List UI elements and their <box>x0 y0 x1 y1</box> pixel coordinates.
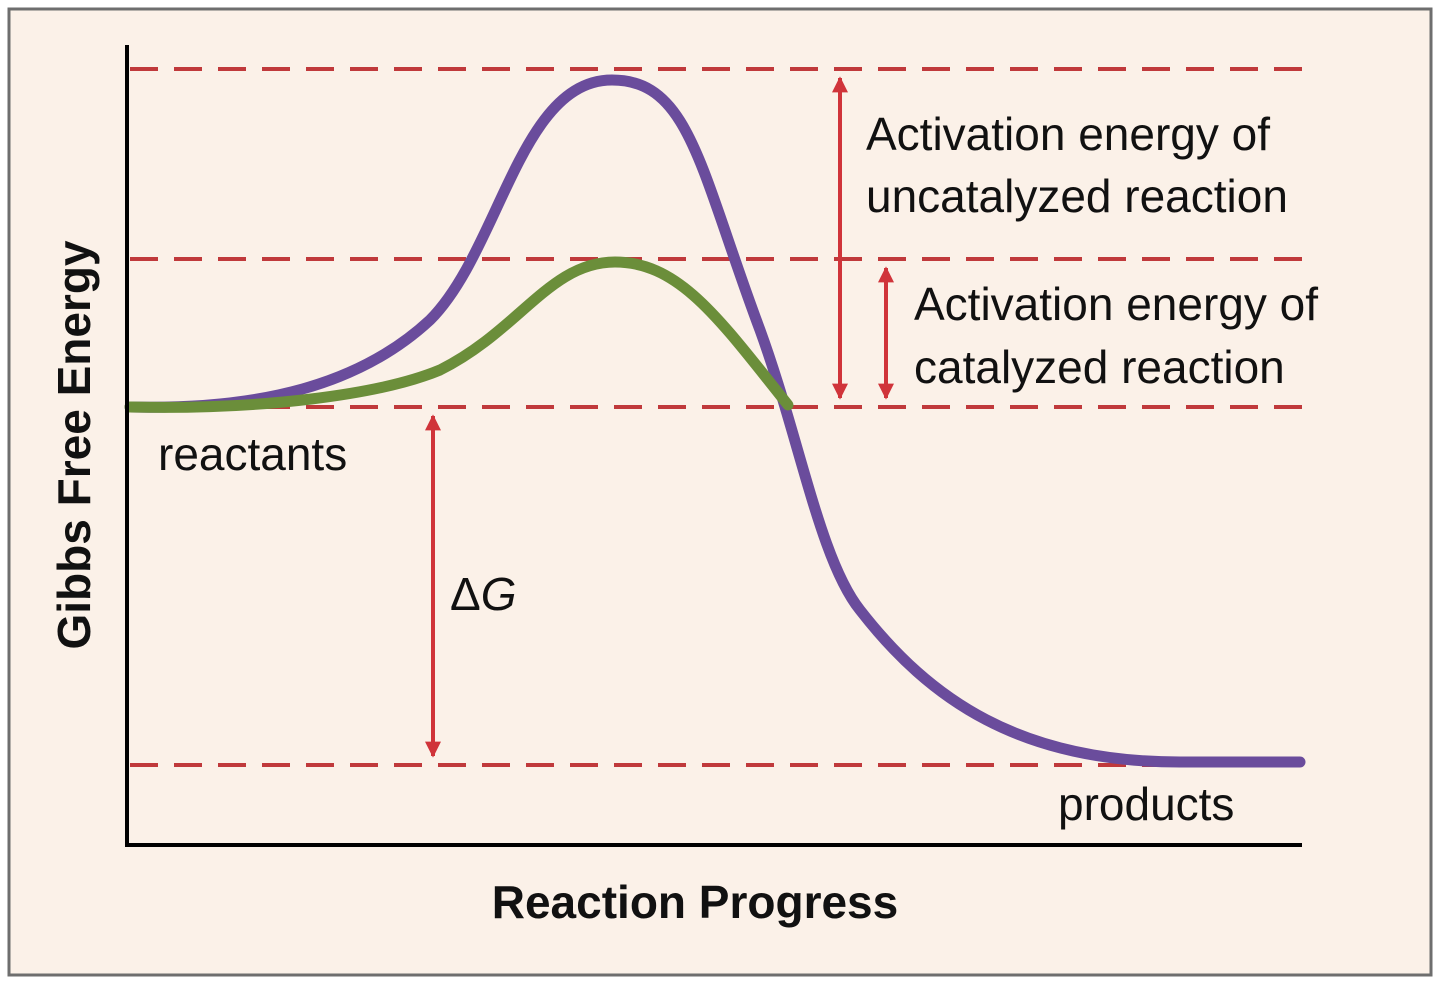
diagram-frame <box>7 7 1433 977</box>
catalyzed-curve <box>124 256 794 413</box>
delta-symbol: Δ <box>450 568 481 620</box>
y-axis-label: Gibbs Free Energy <box>48 240 100 649</box>
g-letter: G <box>481 568 517 620</box>
reactants-label: reactants <box>158 428 347 480</box>
catalyzed-label-line2: catalyzed reaction <box>914 341 1285 393</box>
axes <box>125 45 1302 847</box>
catalyzed-label-line1: Activation energy of <box>914 278 1318 330</box>
guide-lines <box>130 67 1305 767</box>
delta-g-label: ΔG <box>450 568 517 620</box>
uncatalyzed-label-line1: Activation energy of <box>866 108 1270 160</box>
products-label: products <box>1058 778 1234 830</box>
x-axis-label: Reaction Progress <box>492 876 898 928</box>
uncatalyzed-curve <box>124 74 1306 768</box>
uncatalyzed-label-line2: uncatalyzed reaction <box>866 170 1288 222</box>
